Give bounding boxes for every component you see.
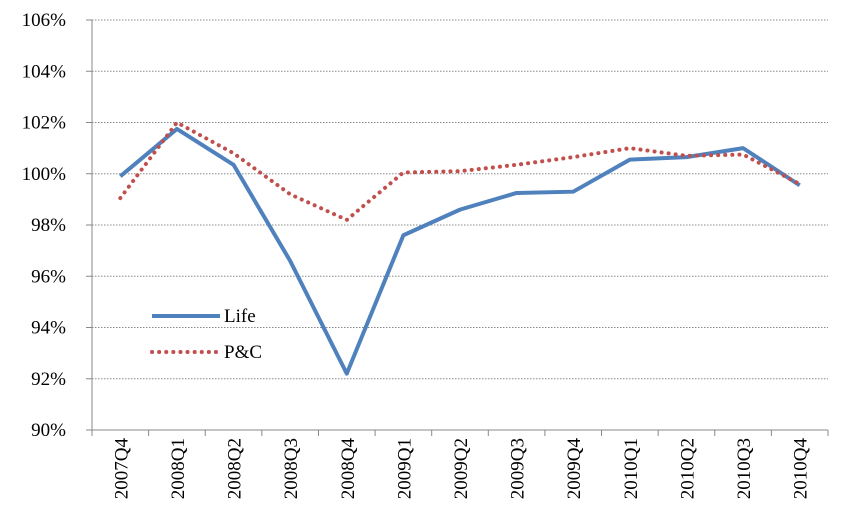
y-tick-label: 106% — [22, 10, 67, 31]
legend-label: P&C — [224, 342, 262, 363]
x-tick-label: 2009Q2 — [451, 438, 472, 499]
y-tick-label: 100% — [22, 164, 67, 185]
legend-label: Life — [224, 306, 256, 327]
x-tick-label: 2009Q3 — [508, 438, 529, 499]
x-tick-label: 2010Q2 — [677, 438, 698, 499]
y-tick-label: 102% — [22, 113, 67, 134]
y-tick-label: 104% — [22, 61, 67, 82]
y-tick-label: 98% — [31, 215, 66, 236]
x-tick-label: 2008Q4 — [338, 438, 359, 500]
y-tick-label: 90% — [31, 420, 66, 441]
x-tick-label: 2008Q2 — [225, 438, 246, 499]
y-tick-label: 94% — [31, 318, 66, 339]
y-tick-label: 96% — [31, 266, 66, 287]
x-tick-label: 2010Q4 — [791, 438, 812, 500]
line-series — [119, 126, 801, 376]
x-tick-label: 2007Q4 — [111, 438, 132, 500]
line-series — [118, 120, 802, 222]
x-tick-label: 2009Q1 — [394, 438, 415, 499]
y-tick-label: 92% — [31, 369, 66, 390]
x-tick-label: 2010Q3 — [734, 438, 755, 499]
x-tick-label: 2010Q1 — [621, 438, 642, 499]
x-tick-label: 2008Q3 — [281, 438, 302, 499]
x-tick-label: 2009Q4 — [564, 438, 585, 500]
x-tick-label: 2008Q1 — [168, 438, 189, 499]
